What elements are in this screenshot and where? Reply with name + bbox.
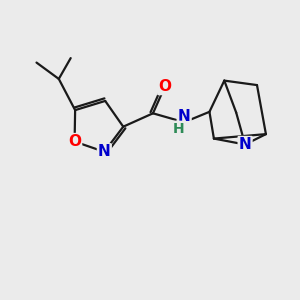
Text: N: N — [98, 144, 111, 159]
Text: N: N — [239, 137, 251, 152]
Text: O: O — [68, 134, 81, 149]
Text: H: H — [173, 122, 184, 136]
Text: O: O — [158, 79, 171, 94]
Text: N: N — [178, 110, 190, 124]
